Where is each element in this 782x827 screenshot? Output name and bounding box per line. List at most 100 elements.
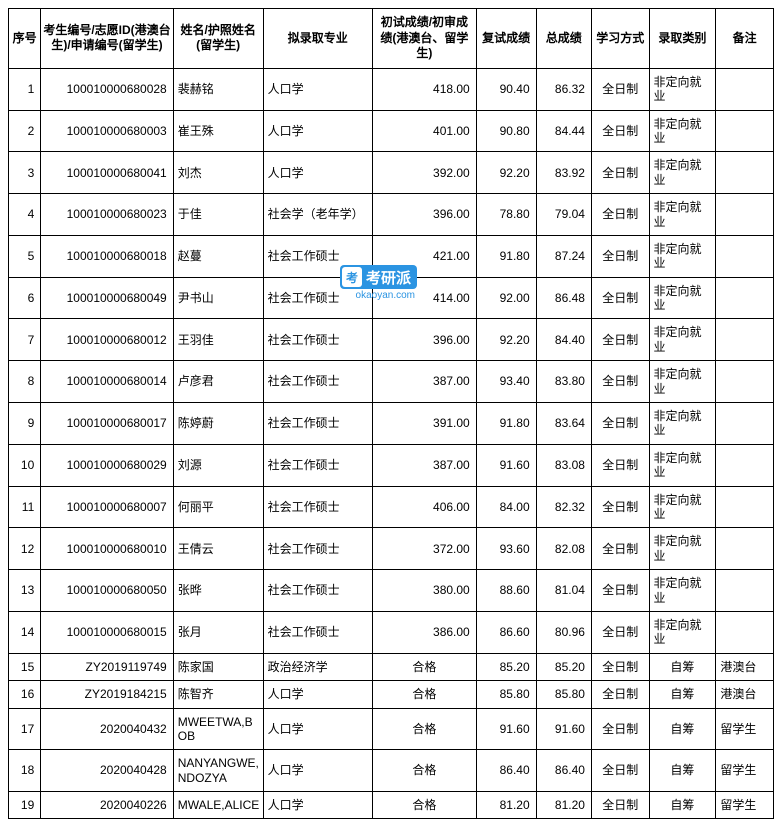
cell-mode: 全日制 [591,403,649,445]
header-row: 序号 考生编号/志愿ID(港澳台生)/申请编号(留学生) 姓名/护照姓名(留学生… [9,9,774,69]
cell-seq: 3 [9,152,41,194]
cell-score2: 85.20 [476,653,536,680]
cell-seq: 2 [9,110,41,152]
cell-id: 100010000680023 [41,194,173,236]
cell-remark: 港澳台 [716,653,774,680]
cell-total: 85.20 [536,653,591,680]
cell-major: 社会学（老年学） [263,194,372,236]
cell-major: 社会工作硕士 [263,570,372,612]
cell-seq: 9 [9,403,41,445]
cell-type: 非定向就业 [649,235,716,277]
cell-major: 政治经济学 [263,653,372,680]
cell-type: 自筹 [649,750,716,792]
cell-seq: 12 [9,528,41,570]
cell-total: 82.32 [536,486,591,528]
cell-score1: 合格 [373,750,477,792]
cell-score2: 93.40 [476,361,536,403]
cell-score2: 85.80 [476,681,536,708]
table-row: 182020040428NANYANGWE,NDOZYA人口学合格86.4086… [9,750,774,792]
cell-remark [716,403,774,445]
cell-id: 2020040428 [41,750,173,792]
cell-type: 非定向就业 [649,110,716,152]
cell-mode: 全日制 [591,319,649,361]
table-row: 2100010000680003崔王殊人口学401.0090.8084.44全日… [9,110,774,152]
cell-score2: 92.00 [476,277,536,319]
table-body: 1100010000680028裴赫铭人口学418.0090.4086.32全日… [9,68,774,819]
cell-score2: 91.60 [476,444,536,486]
cell-type: 非定向就业 [649,277,716,319]
cell-name: 崔王殊 [173,110,263,152]
cell-score2: 92.20 [476,152,536,194]
cell-major: 人口学 [263,152,372,194]
cell-remark: 港澳台 [716,681,774,708]
cell-total: 85.80 [536,681,591,708]
cell-id: 100010000680010 [41,528,173,570]
cell-id: 100010000680049 [41,277,173,319]
cell-major: 社会工作硕士 [263,403,372,445]
cell-id: 100010000680028 [41,68,173,110]
cell-name: 陈智齐 [173,681,263,708]
header-id: 考生编号/志愿ID(港澳台生)/申请编号(留学生) [41,9,173,69]
cell-name: 刘杰 [173,152,263,194]
cell-seq: 13 [9,570,41,612]
cell-mode: 全日制 [591,708,649,750]
cell-score1: 372.00 [373,528,477,570]
cell-major: 人口学 [263,708,372,750]
header-seq: 序号 [9,9,41,69]
cell-remark [716,528,774,570]
cell-score1: 387.00 [373,361,477,403]
header-total: 总成绩 [536,9,591,69]
cell-seq: 19 [9,792,41,819]
cell-remark [716,444,774,486]
table-row: 192020040226MWALE,ALICE人口学合格81.2081.20全日… [9,792,774,819]
cell-id: 2020040432 [41,708,173,750]
cell-type: 非定向就业 [649,319,716,361]
cell-seq: 7 [9,319,41,361]
table-row: 16ZY2019184215陈智齐人口学合格85.8085.80全日制自筹港澳台 [9,681,774,708]
header-mode: 学习方式 [591,9,649,69]
cell-mode: 全日制 [591,681,649,708]
cell-score1: 396.00 [373,194,477,236]
table-row: 7100010000680012王羽佳社会工作硕士396.0092.2084.4… [9,319,774,361]
cell-remark [716,361,774,403]
header-remark: 备注 [716,9,774,69]
cell-score1: 387.00 [373,444,477,486]
cell-total: 83.08 [536,444,591,486]
cell-score2: 90.40 [476,68,536,110]
cell-name: 陈家国 [173,653,263,680]
cell-id: 100010000680003 [41,110,173,152]
cell-id: 2020040226 [41,792,173,819]
cell-remark [716,319,774,361]
cell-type: 非定向就业 [649,570,716,612]
cell-name: MWEETWA,BOB [173,708,263,750]
cell-total: 79.04 [536,194,591,236]
cell-name: 何丽平 [173,486,263,528]
cell-major: 社会工作硕士 [263,528,372,570]
cell-total: 86.32 [536,68,591,110]
table-row: 6100010000680049尹书山社会工作硕士414.0092.0086.4… [9,277,774,319]
cell-major: 社会工作硕士 [263,444,372,486]
table-row: 12100010000680010王倩云社会工作硕士372.0093.6082.… [9,528,774,570]
cell-type: 自筹 [649,653,716,680]
table-row: 172020040432MWEETWA,BOB人口学合格91.6091.60全日… [9,708,774,750]
cell-id: 100010000680012 [41,319,173,361]
cell-remark [716,68,774,110]
cell-score1: 合格 [373,681,477,708]
cell-remark: 留学生 [716,750,774,792]
cell-mode: 全日制 [591,528,649,570]
cell-seq: 1 [9,68,41,110]
cell-name: 张晔 [173,570,263,612]
cell-mode: 全日制 [591,235,649,277]
cell-seq: 18 [9,750,41,792]
cell-remark [716,110,774,152]
cell-seq: 10 [9,444,41,486]
cell-score1: 380.00 [373,570,477,612]
cell-major: 人口学 [263,792,372,819]
cell-remark [716,570,774,612]
cell-name: 王倩云 [173,528,263,570]
cell-name: 卢彦君 [173,361,263,403]
cell-score1: 418.00 [373,68,477,110]
cell-score1: 391.00 [373,403,477,445]
cell-remark [716,486,774,528]
cell-mode: 全日制 [591,444,649,486]
